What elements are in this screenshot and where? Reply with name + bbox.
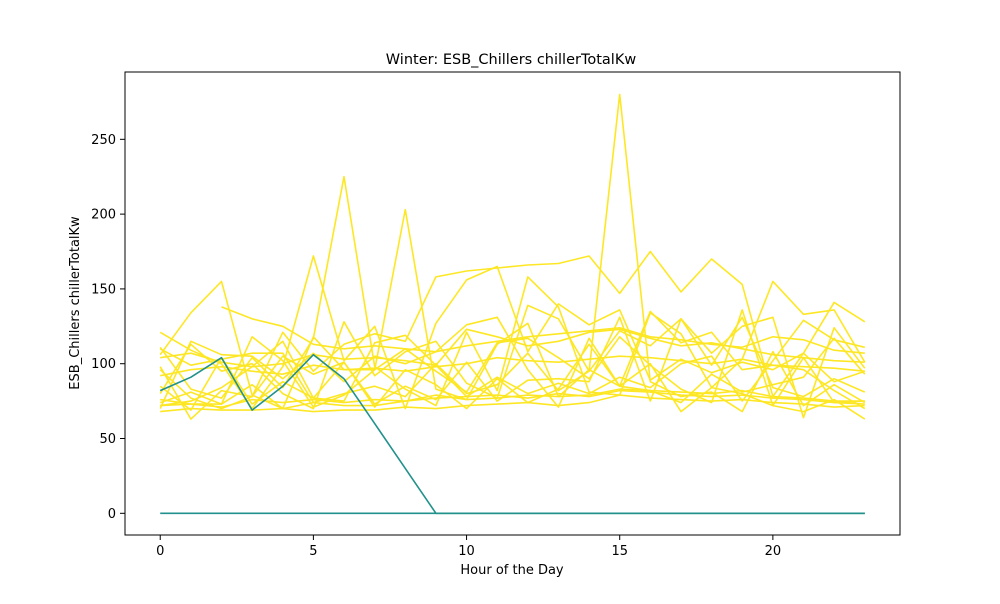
series-line-5 xyxy=(159,250,866,410)
plot-frame xyxy=(124,71,901,536)
y-tick-label-150: 150 xyxy=(91,282,116,297)
x-tick-label-10: 10 xyxy=(458,544,475,559)
chart-title: Winter: ESB_Chillers chillerTotalKw xyxy=(386,52,637,68)
x-axis-label: Hour of the Day xyxy=(460,563,564,578)
series-line-14 xyxy=(160,389,865,408)
y-tick-label-250: 250 xyxy=(91,133,116,148)
x-tick-label-5: 5 xyxy=(309,544,317,559)
y-tick-label-0: 0 xyxy=(108,507,116,522)
series-line-16 xyxy=(160,328,865,368)
series-line-4 xyxy=(159,93,866,413)
series-line-2 xyxy=(159,175,866,407)
x-tick-label-15: 15 xyxy=(611,544,628,559)
y-tick-label-50: 50 xyxy=(99,432,116,447)
y-tick-label-200: 200 xyxy=(91,208,116,223)
series-group xyxy=(159,93,866,515)
series-line-13 xyxy=(160,394,865,413)
series-line-17 xyxy=(221,306,865,354)
series-line-18 xyxy=(159,353,345,411)
y-tick-label-100: 100 xyxy=(91,357,116,372)
y-axis-label: ESB_Chillers chillerTotalKw xyxy=(68,216,83,390)
series-line-9 xyxy=(159,310,866,410)
series-line-8 xyxy=(160,319,865,407)
x-tick-label-20: 20 xyxy=(765,544,782,559)
series-line-15 xyxy=(160,355,865,377)
x-tick-label-0: 0 xyxy=(156,544,164,559)
